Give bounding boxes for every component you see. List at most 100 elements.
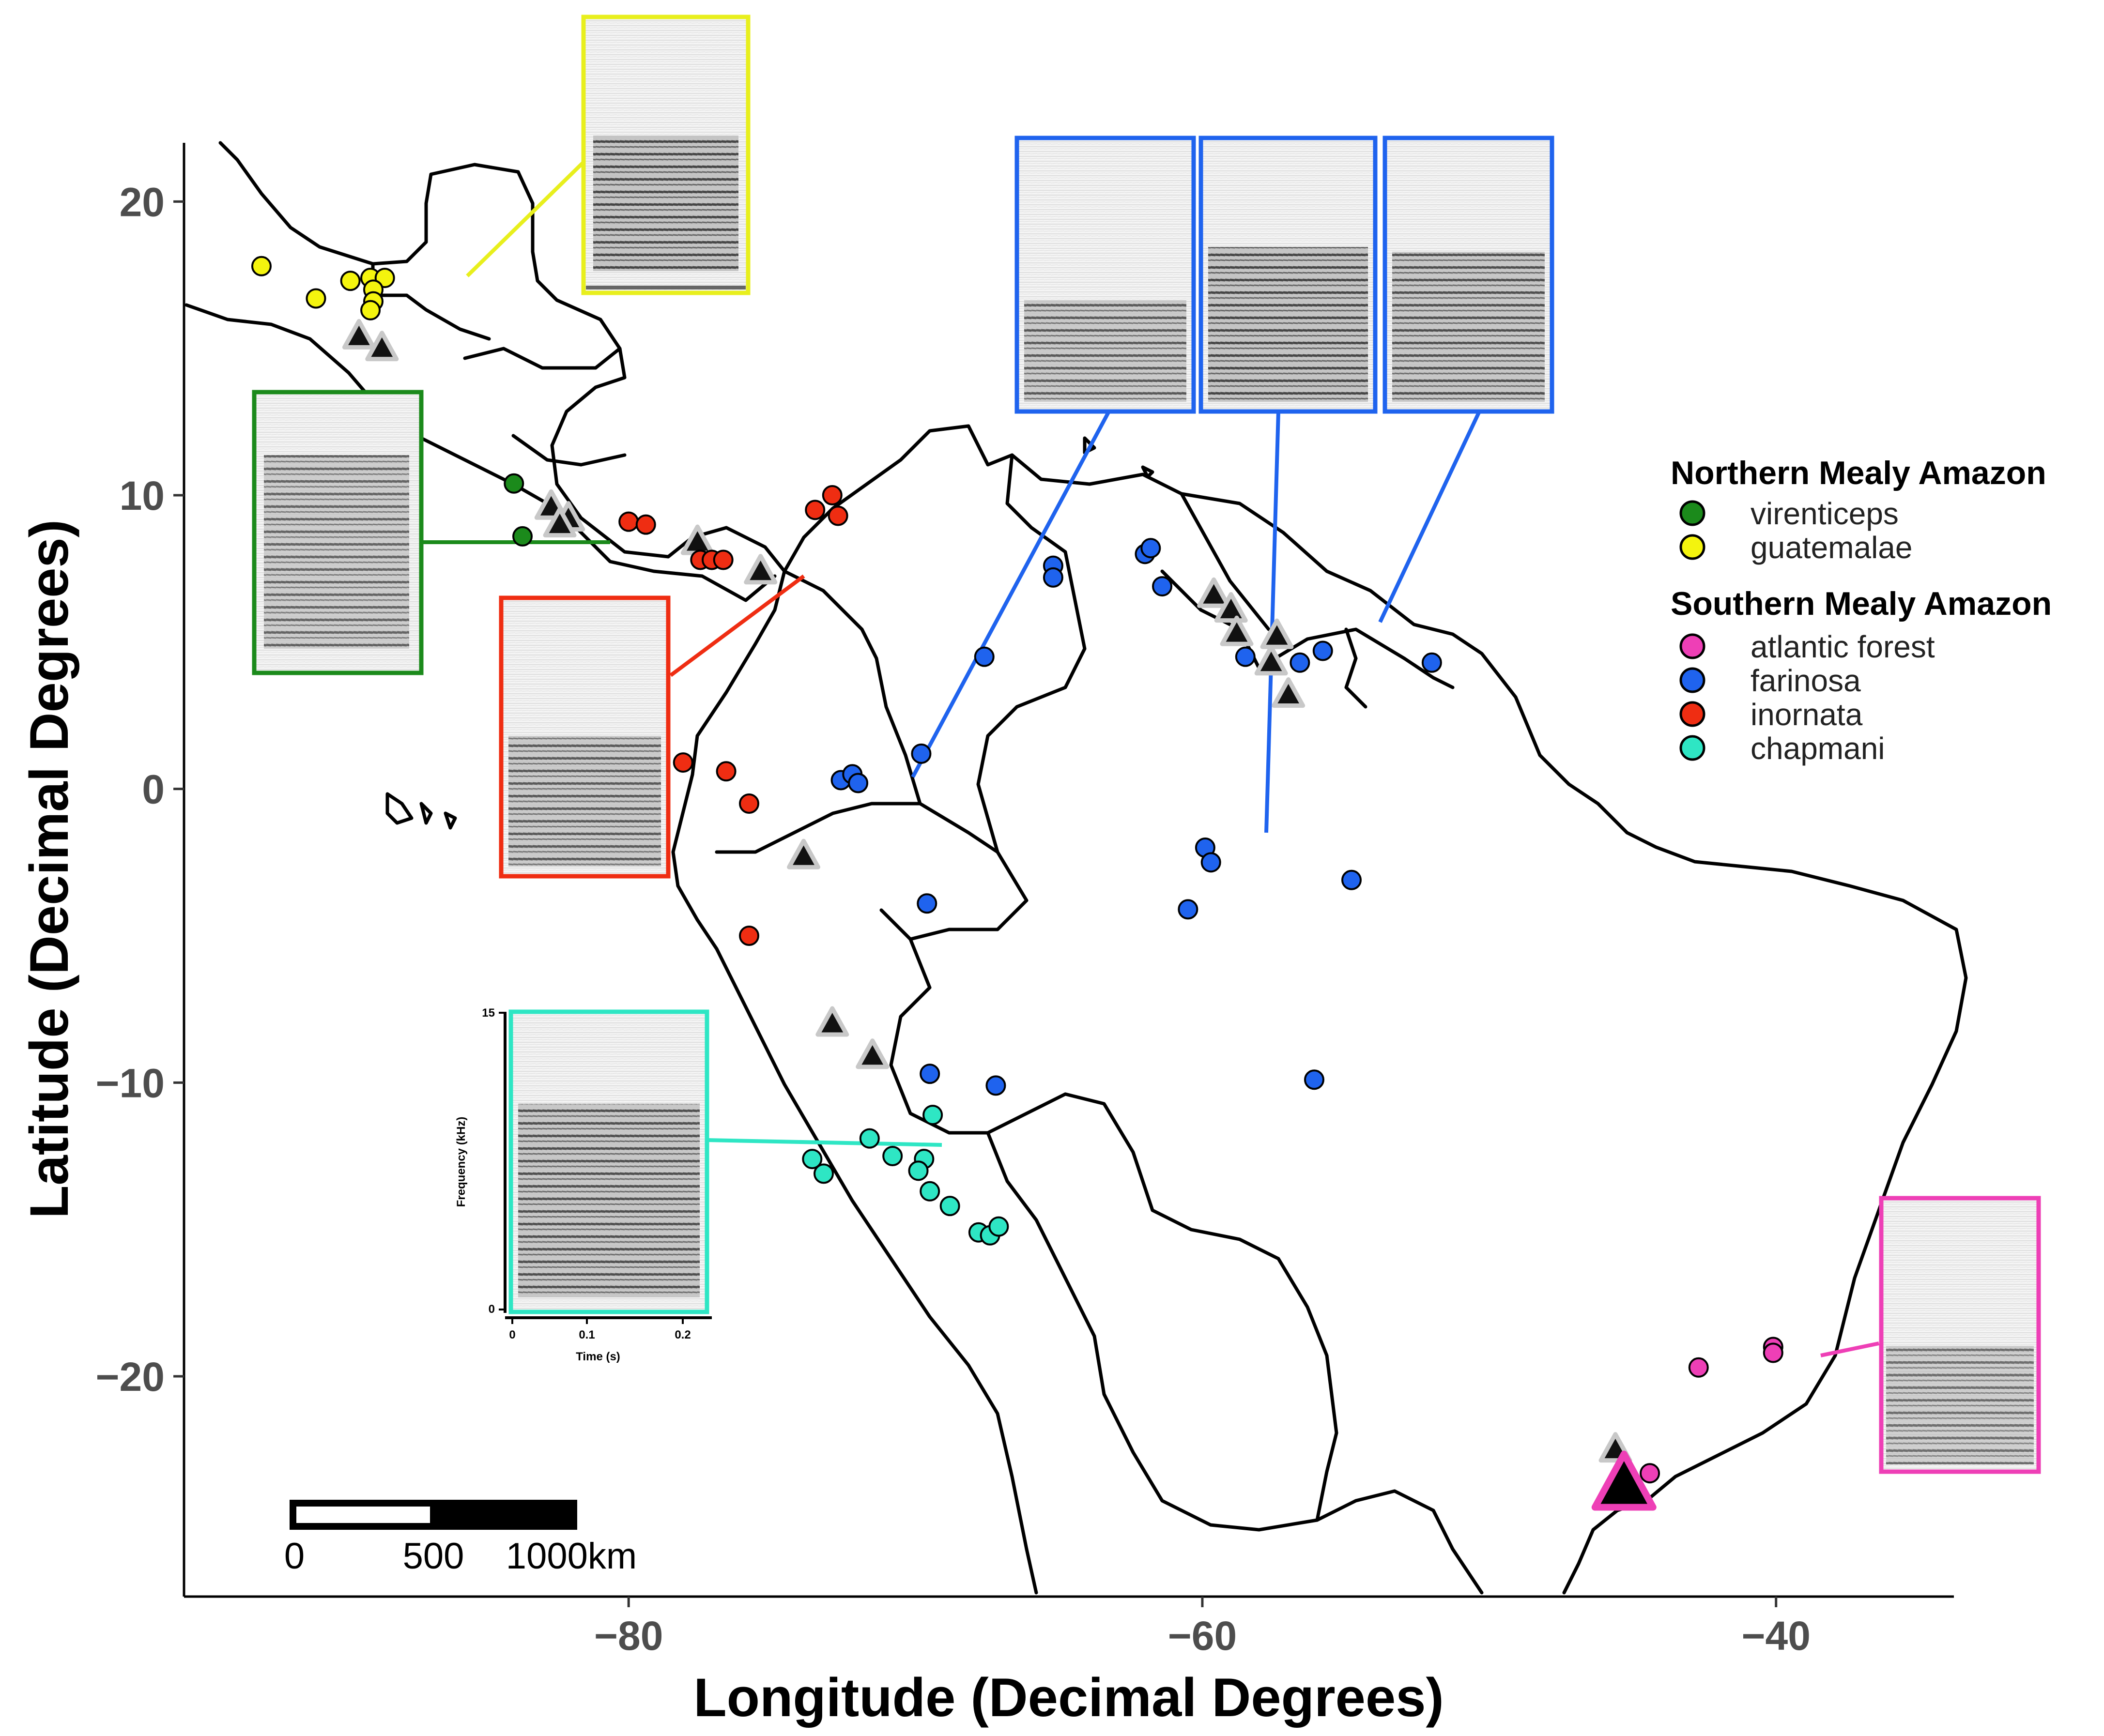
sample-point-guatemalae [340, 271, 361, 291]
sample-point-farinosa [985, 1075, 1006, 1096]
legend-key-atlantic-forest [1679, 633, 1705, 659]
sample-point-inornata [738, 926, 759, 946]
scale-bar: 0 500 1000km [284, 1500, 637, 1577]
sample-point-virenticeps [504, 473, 524, 494]
y-axis-title: Latitude (Decimal Degrees) [19, 519, 79, 1218]
inset-x-tick-label-0: 0 [509, 1328, 515, 1341]
x-tick-label: −80 [594, 1613, 663, 1659]
sample-point-farinosa [848, 773, 869, 793]
sample-point-farinosa [1200, 852, 1221, 873]
sample-point-guatemalae [251, 256, 272, 276]
sample-point-inornata [738, 793, 759, 814]
sample-point-chapmani [802, 1149, 823, 1170]
reference-site-marker [1197, 577, 1231, 608]
sample-point-chapmani [939, 1196, 960, 1217]
reference-site-marker [342, 319, 376, 350]
sample-point-virenticeps [512, 526, 533, 547]
sample-point-farinosa [1140, 538, 1161, 559]
legend-key-virenticeps [1679, 500, 1705, 526]
inset-x-tick-label-1: 0.1 [579, 1328, 595, 1341]
sample-point-atlantic-forest [1688, 1357, 1709, 1378]
y-tick-label: 0 [142, 767, 165, 812]
sample-point-chapmani [908, 1160, 929, 1181]
sample-point-inornata [805, 500, 826, 520]
scale-bar-segment-black [430, 1500, 577, 1530]
sample-point-farinosa [920, 1064, 940, 1084]
reference-site-marker [787, 838, 821, 869]
inset-y-tick-0: 0 [489, 1303, 495, 1316]
reference-site-marker [543, 507, 577, 538]
legend-key-guatemalae [1679, 534, 1705, 560]
legend-label-inornata: inornata [1751, 697, 1863, 732]
reference-site-marker [1220, 615, 1254, 646]
sample-point-farinosa [1290, 652, 1310, 673]
spectrogram-atlantic-forest [1879, 1196, 2041, 1474]
sample-point-farinosa [1341, 869, 1362, 890]
inset-y-axis-title: Frequency (kHz) [455, 1117, 468, 1207]
sample-point-farinosa [1235, 646, 1256, 667]
sample-point-chapmani [882, 1146, 903, 1166]
spectrogram-insets: 15 0 0 0.1 0.2 Time (s) Frequency (kHz) [252, 15, 2041, 1474]
x-tick-label: −40 [1741, 1613, 1811, 1659]
sample-point-inornata [635, 514, 656, 535]
y-tick-label: −10 [96, 1060, 165, 1106]
inset-x-tick-label-2: 0.2 [675, 1328, 691, 1341]
leader-farinosa-3 [1378, 411, 1481, 623]
leader-farinosa-1 [911, 411, 1111, 778]
spectrogram-virenticeps [252, 390, 424, 675]
reference-site-marker [1214, 592, 1248, 623]
sample-point-chapmani [859, 1128, 880, 1149]
scale-bar-segment-white [290, 1500, 437, 1530]
legend-label-guatemalae: guatemalae [1751, 530, 1912, 565]
sample-point-farinosa [1421, 652, 1442, 673]
y-tick-label: 10 [120, 473, 165, 518]
reference-site-marker [1254, 645, 1288, 676]
legend-key-inornata [1679, 701, 1705, 727]
inset-leader-lines [421, 161, 1879, 1357]
sample-point-chapmani [922, 1105, 943, 1126]
reference-site-marker [1272, 677, 1305, 708]
spectrogram-guatemalae [581, 15, 751, 295]
legend-label-farinosa: farinosa [1751, 663, 1861, 698]
sample-point-farinosa [974, 646, 995, 667]
sample-point-inornata [713, 549, 734, 570]
sample-point-chapmani [920, 1181, 940, 1202]
sample-point-chapmani [814, 1163, 834, 1184]
sample-points [251, 256, 1783, 1484]
legend: Northern Mealy Amazon virenticeps guatem… [1671, 455, 2052, 766]
sample-point-farinosa [1152, 576, 1173, 597]
highlight-site [1591, 1450, 1657, 1511]
legend-key-farinosa [1679, 667, 1705, 693]
inset-x-axis-title: Time (s) [576, 1350, 620, 1363]
sample-point-farinosa [1178, 899, 1198, 920]
y-tick-label: 20 [120, 179, 165, 225]
sample-point-atlantic-forest [1640, 1463, 1660, 1484]
sample-point-guatemalae [306, 288, 326, 309]
spectrogram-inornata [499, 595, 671, 879]
sample-point-farinosa [911, 743, 932, 764]
spectrogram-farinosa-1 [1014, 136, 1196, 414]
reference-site-marker [744, 554, 778, 585]
sample-point-inornata [618, 511, 639, 532]
reference-site-marker [815, 1006, 849, 1037]
leader-atlantic-forest [1820, 1341, 1879, 1357]
sample-point-chapmani [988, 1216, 1009, 1237]
reference-site-marker [365, 331, 399, 362]
spectrogram-chapmani: 15 0 0 0.1 0.2 Time (s) Frequency (kHz) [455, 1006, 712, 1363]
reference-site-marker [1260, 618, 1294, 649]
leader-farinosa-2 [1264, 411, 1280, 833]
legend-label-atlantic-forest: atlantic forest [1751, 629, 1935, 664]
inset-y-tick-15: 15 [482, 1006, 495, 1020]
sample-point-guatemalae [360, 300, 381, 320]
sample-point-farinosa [1312, 640, 1333, 661]
sample-point-inornata [828, 505, 848, 526]
leader-inornata [669, 574, 805, 677]
scale-label-1000km: 1000km [506, 1536, 637, 1577]
sample-point-atlantic-forest [1763, 1342, 1783, 1363]
plot-axes: 20 10 0 −10 −20 −80 −60 −40 Longitude (Decimal… [19, 143, 1954, 1728]
sample-point-farinosa [917, 893, 937, 914]
sample-point-inornata [822, 485, 843, 505]
legend-title-southern: Southern Mealy Amazon [1671, 585, 2052, 622]
sample-point-inornata [673, 752, 693, 773]
